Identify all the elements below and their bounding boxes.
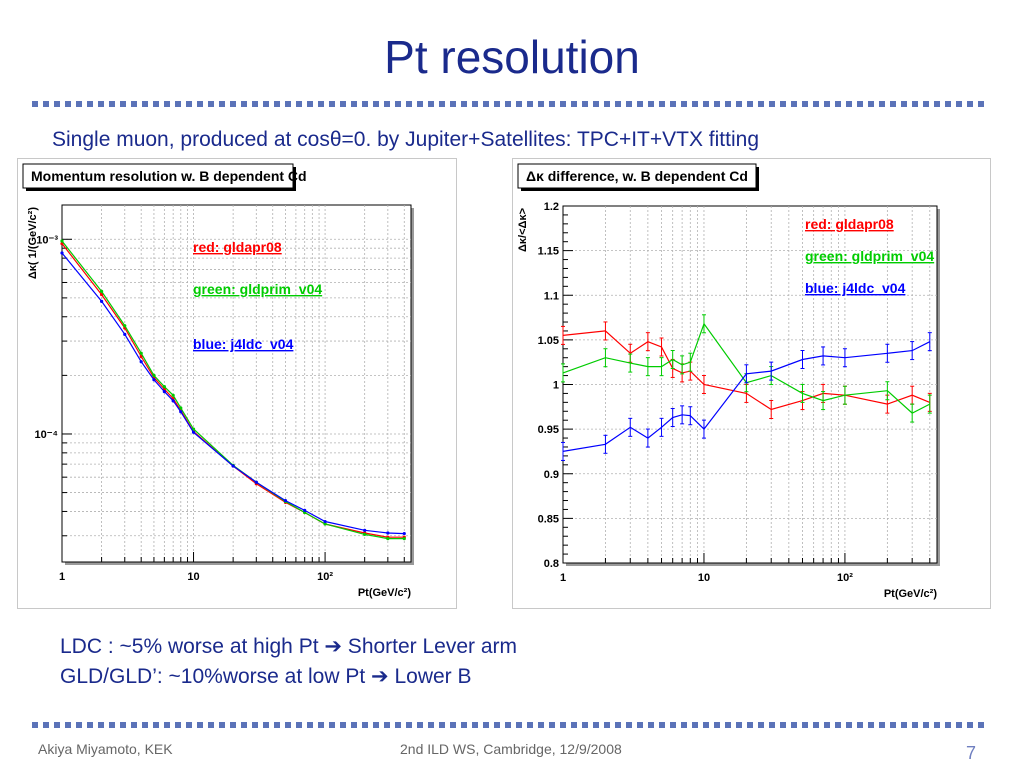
x-tick-label: 10 [698, 572, 710, 584]
legend-entry: red: gldapr08 [193, 239, 282, 255]
y-tick-label: 0.85 [538, 513, 559, 525]
data-point [303, 508, 307, 513]
data-point [283, 498, 288, 503]
data-point [363, 528, 367, 532]
chart-title: Momentum resolution w. B dependent Cd [31, 168, 307, 184]
title-box [517, 163, 757, 189]
y-tick-label: 0.9 [544, 469, 559, 481]
data-point [123, 324, 127, 328]
legend-entry: green: gldprim_v04 [805, 248, 934, 264]
data-point [99, 289, 104, 293]
y-tick-label: 1.1 [544, 290, 559, 302]
slide-title: Pt resolution [384, 31, 640, 83]
data-point [386, 537, 390, 541]
data-point [99, 292, 104, 297]
data-point [162, 390, 166, 394]
y-tick-label: 1.15 [538, 246, 559, 258]
data-point [60, 239, 64, 243]
data-point [123, 332, 127, 336]
legend-entry: blue: j4ldc_v04 [805, 280, 906, 296]
kappa-difference-svg: 1 10 10² 0.8 0.85 0.9 0.95 1 1.05 1.1 1.15 1.2 Pt(Ge… [517, 163, 940, 600]
plot-area [562, 205, 938, 564]
data-point [254, 480, 258, 484]
momentum-resolution-chart: 1 10 10² 10⁻³ 10⁻⁴ Pt(GeV/c²) Δκ( 1/(GeV/c²) Mo… [17, 158, 457, 609]
bottom-dotted-divider [32, 722, 987, 728]
data-point [179, 406, 183, 410]
x-tick-label: 10² [317, 571, 333, 583]
y-tick-label: 0.95 [538, 424, 559, 436]
data-point [363, 532, 367, 536]
data-point [402, 531, 406, 536]
note-gld: GLD/GLD’: ~10%worse at low Pt ➔ Lower B [60, 665, 472, 688]
x-tick-label: 10² [837, 572, 853, 584]
page-number: 7 [965, 743, 976, 763]
x-tick-label: 1 [59, 571, 65, 583]
data-point [139, 360, 143, 364]
y-tick-label: 10⁻³ [36, 234, 58, 246]
legend-entry: green: gldprim_v04 [193, 281, 322, 297]
y-tick-label: 10⁻⁴ [35, 429, 58, 441]
data-point [152, 378, 156, 382]
data-point [162, 385, 166, 389]
data-point [139, 351, 143, 355]
y-tick-label: 1.2 [544, 201, 559, 213]
data-point [386, 531, 390, 535]
footer-event: 2nd ILD WS, Cambridge, 12/9/2008 [400, 741, 622, 757]
x-axis-label: Pt(GeV/c²) [884, 588, 938, 600]
y-axis-label: Δκ( 1/(GeV/c²) [27, 207, 39, 279]
x-tick-label: 10 [187, 571, 199, 583]
footer-author: Akiya Miyamoto, KEK [38, 741, 173, 757]
legend-entry: red: gldapr08 [805, 216, 894, 232]
data-point [99, 299, 104, 303]
chart-title: Δκ difference, w. B dependent Cd [526, 168, 748, 184]
data-point [60, 251, 64, 255]
conclusion-notes: LDC : ~5% worse at high Pt ➔ Shorter Lev… [60, 632, 517, 692]
y-tick-label: 1.05 [538, 335, 559, 347]
data-point [402, 537, 406, 541]
legend-entry: blue: j4ldc_v04 [193, 336, 294, 352]
plot-area [61, 204, 412, 563]
data-point [171, 399, 175, 403]
y-axis-label: Δκ/<Δκ> [517, 208, 529, 252]
momentum-resolution-svg: 1 10 10² 10⁻³ 10⁻⁴ Pt(GeV/c²) Δκ( 1/(GeV/c²) Mo… [22, 163, 414, 599]
data-point [191, 427, 196, 431]
title-box [22, 163, 294, 189]
y-tick-label: 1 [553, 380, 559, 392]
note-ldc: LDC : ~5% worse at high Pt ➔ Shorter Lev… [60, 635, 518, 658]
kappa-difference-chart: 1 10 10² 0.8 0.85 0.9 0.95 1 1.05 1.1 1.15 1.2 Pt(Ge… [512, 158, 991, 609]
data-point [231, 464, 235, 468]
top-dotted-divider [32, 101, 987, 107]
data-point [323, 522, 327, 526]
data-point [152, 373, 156, 377]
slide-subtitle: Single muon, produced at cosθ=0. by Jupi… [52, 128, 759, 151]
data-point [179, 410, 183, 414]
data-point [323, 519, 327, 524]
x-axis-label: Pt(GeV/c²) [358, 587, 412, 599]
data-point [191, 430, 196, 434]
data-point [171, 393, 175, 397]
y-tick-label: 0.8 [544, 558, 559, 570]
x-tick-label: 1 [560, 572, 566, 584]
